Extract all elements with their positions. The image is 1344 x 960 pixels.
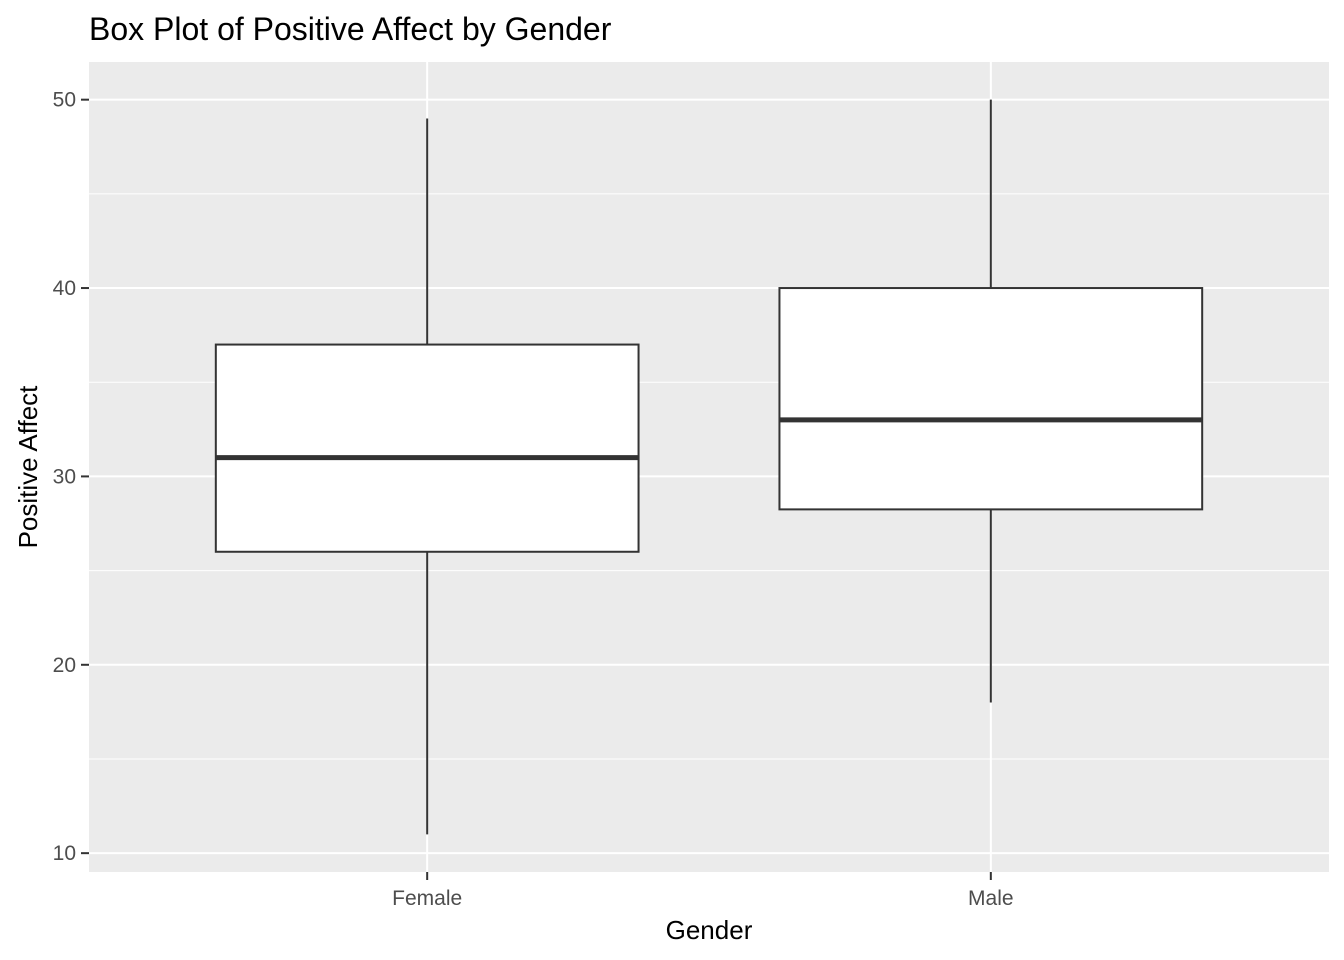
x-tick-label: Female [392, 887, 462, 910]
boxes [214, 99, 1204, 835]
y-tick-label: 20 [53, 654, 76, 677]
y-tick-label: 30 [53, 465, 76, 488]
chart-title: Box Plot of Positive Affect by Gender [89, 11, 612, 47]
y-axis: 10 20 30 40 50 [53, 89, 89, 865]
y-tick-label: 10 [53, 842, 76, 865]
x-axis: Female Male [392, 872, 1014, 910]
y-axis-title: Positive Affect [13, 385, 43, 549]
box-male [778, 99, 1204, 703]
x-tick-label: Male [968, 887, 1014, 910]
interquartile-box [778, 287, 1204, 511]
interquartile-box [214, 343, 640, 553]
y-tick-label: 50 [53, 89, 76, 112]
x-axis-title: Gender [666, 915, 753, 945]
y-tick-label: 40 [53, 277, 76, 300]
box-female [214, 118, 640, 835]
